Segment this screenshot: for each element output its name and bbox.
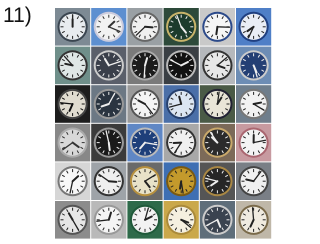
clock-photo (200, 85, 235, 123)
clock-image-grid (0, 0, 277, 244)
hour-hand (109, 143, 110, 150)
clock-photo (236, 47, 271, 85)
clock-photo (200, 124, 235, 162)
hour-hand (216, 27, 217, 34)
page: 11) (() => { const data = JSON.parse(doc… (0, 0, 277, 244)
clock-photo (164, 47, 199, 85)
clock-photo (91, 85, 126, 123)
hour-hand (109, 181, 117, 182)
clock-photo (127, 85, 162, 123)
clock-photo (55, 8, 90, 46)
clock-photo (200, 162, 235, 200)
hour-hand (145, 27, 153, 28)
clock-photo (55, 162, 90, 200)
clock-photo (55, 124, 90, 162)
clock-photo (55, 47, 90, 85)
clock-photo (127, 201, 162, 239)
clock-photo (236, 8, 271, 46)
clock-photo (164, 85, 199, 123)
clock-photo (236, 85, 271, 123)
clock-photo (200, 8, 235, 46)
clock-photo (91, 201, 126, 239)
minute-hand (144, 65, 145, 77)
clock-photo (91, 8, 126, 46)
clock-photo (200, 47, 235, 85)
clock-photo (91, 47, 126, 85)
clock-photo (164, 124, 199, 162)
clock-photo (164, 201, 199, 239)
clock-photo (55, 85, 90, 123)
clock-photo (164, 162, 199, 200)
clock-photo (127, 47, 162, 85)
clock-photo (236, 162, 271, 200)
clock-photo (236, 124, 271, 162)
clock-photo (200, 201, 235, 239)
clock-photo (236, 201, 271, 239)
clock-photo (91, 124, 126, 162)
clock-photo (91, 162, 126, 200)
clock-photo (127, 8, 162, 46)
hour-hand (254, 103, 261, 104)
clock-photo (164, 8, 199, 46)
clock-photo (127, 124, 162, 162)
clock-photo (127, 162, 162, 200)
clock-photo (55, 201, 90, 239)
